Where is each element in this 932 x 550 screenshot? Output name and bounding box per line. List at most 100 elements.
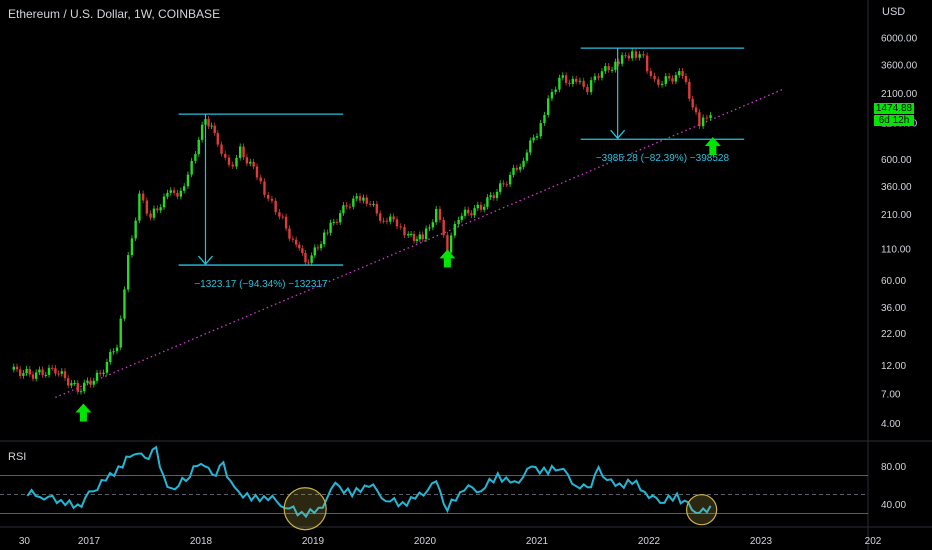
candle-body: [239, 146, 242, 158]
candle-body: [15, 366, 19, 370]
candle-body: [166, 192, 169, 197]
candle-body: [323, 232, 326, 245]
candle-body: [412, 233, 416, 241]
candle-body: [194, 154, 197, 161]
candle-body: [176, 192, 179, 197]
price-tick-label: 7.00: [881, 389, 901, 400]
candle-body: [127, 255, 130, 290]
candle-body: [278, 212, 281, 217]
measure-label: −1323.17 (−94.34%) −132317: [194, 279, 328, 290]
candle-body: [442, 219, 445, 236]
candle-body: [382, 220, 385, 222]
time-tick-label: 2023: [750, 536, 773, 547]
candle-body: [438, 208, 442, 220]
candle-body: [210, 125, 213, 127]
candle-body: [89, 380, 92, 385]
candle-body: [79, 391, 83, 393]
candle-body: [653, 75, 656, 80]
time-tick-label: 2018: [190, 536, 213, 547]
candle-body: [512, 167, 515, 175]
candle-body: [617, 61, 620, 64]
candle-body: [492, 195, 495, 199]
candle-body: [489, 195, 492, 198]
candle-body: [550, 91, 554, 99]
candle-body: [109, 351, 112, 363]
candle-body: [67, 378, 70, 386]
candle-body: [415, 239, 419, 241]
candle-body: [130, 238, 134, 256]
candle-body: [267, 194, 270, 199]
candle-body: [392, 216, 395, 220]
candle-body: [329, 222, 332, 233]
candle-body: [698, 112, 701, 127]
candle-body: [467, 209, 470, 214]
price-tick-label: 6000.00: [881, 33, 918, 44]
candle-body: [291, 238, 295, 240]
candle-body: [479, 204, 483, 210]
candle-body: [586, 86, 589, 93]
candle-body: [564, 75, 568, 83]
candle-body: [83, 382, 86, 392]
candle-body: [70, 383, 73, 386]
candle-body: [326, 232, 329, 234]
candle-body: [31, 374, 35, 379]
candle-body: [502, 183, 505, 185]
candle-body: [694, 107, 698, 113]
candle-body: [446, 235, 449, 253]
candle-body: [409, 233, 413, 235]
candle-body: [197, 139, 200, 155]
candle-body: [304, 253, 307, 263]
candle-body: [362, 197, 365, 201]
candle-body: [112, 351, 115, 353]
candle-body: [499, 183, 502, 192]
measure-label: −3985.28 (−82.39%) −398528: [596, 153, 730, 164]
candle-body: [358, 196, 362, 201]
candle-body: [183, 186, 186, 191]
candle-body: [399, 226, 402, 228]
price-tick-label: 360.00: [881, 182, 912, 193]
rsi-tick-label: 80.00: [881, 462, 906, 473]
candle-body: [614, 61, 617, 70]
price-tick-label: 210.00: [881, 210, 912, 221]
candle-body: [51, 367, 54, 369]
candle-body: [634, 51, 638, 58]
candle-body: [678, 71, 681, 76]
candle-body: [35, 372, 38, 379]
candle-body: [435, 208, 438, 223]
candle-body: [624, 55, 627, 57]
candle-body: [213, 125, 216, 134]
candle-body: [86, 380, 89, 383]
price-tick-label: 3600.00: [881, 60, 918, 71]
candle-body: [99, 372, 102, 374]
candle-body: [674, 75, 678, 82]
candle-body: [642, 54, 645, 56]
candle-body: [449, 235, 453, 253]
annotations: −1323.17 (−94.34%) −132317 −3985.28 (−82.…: [75, 47, 745, 422]
candle-body: [476, 204, 479, 209]
candle-body: [701, 117, 705, 127]
candle-body: [610, 69, 614, 71]
candle-body: [224, 153, 227, 158]
measure-arrow-head: [197, 255, 213, 266]
candle-body: [335, 221, 339, 223]
candle-body: [578, 80, 582, 82]
candle-body: [589, 80, 593, 93]
candle-body: [473, 208, 476, 216]
candle-body: [620, 55, 624, 64]
rsi-line: [26, 445, 712, 519]
time-tick-label: 2017: [78, 536, 101, 547]
candle-body: [301, 248, 304, 254]
candle-body: [313, 247, 316, 256]
last-price-label: 1474.88: [874, 103, 914, 114]
candle-body: [508, 174, 512, 185]
candle-body: [95, 372, 99, 381]
candle-body: [547, 98, 550, 115]
up-arrow-icon: [75, 403, 92, 422]
time-tick-label: 2019: [302, 536, 325, 547]
candle-body: [149, 213, 152, 218]
candle-body: [298, 244, 301, 249]
candle-body: [115, 347, 119, 352]
candle-body: [19, 369, 22, 376]
price-axis-unit[interactable]: USD: [882, 6, 906, 18]
